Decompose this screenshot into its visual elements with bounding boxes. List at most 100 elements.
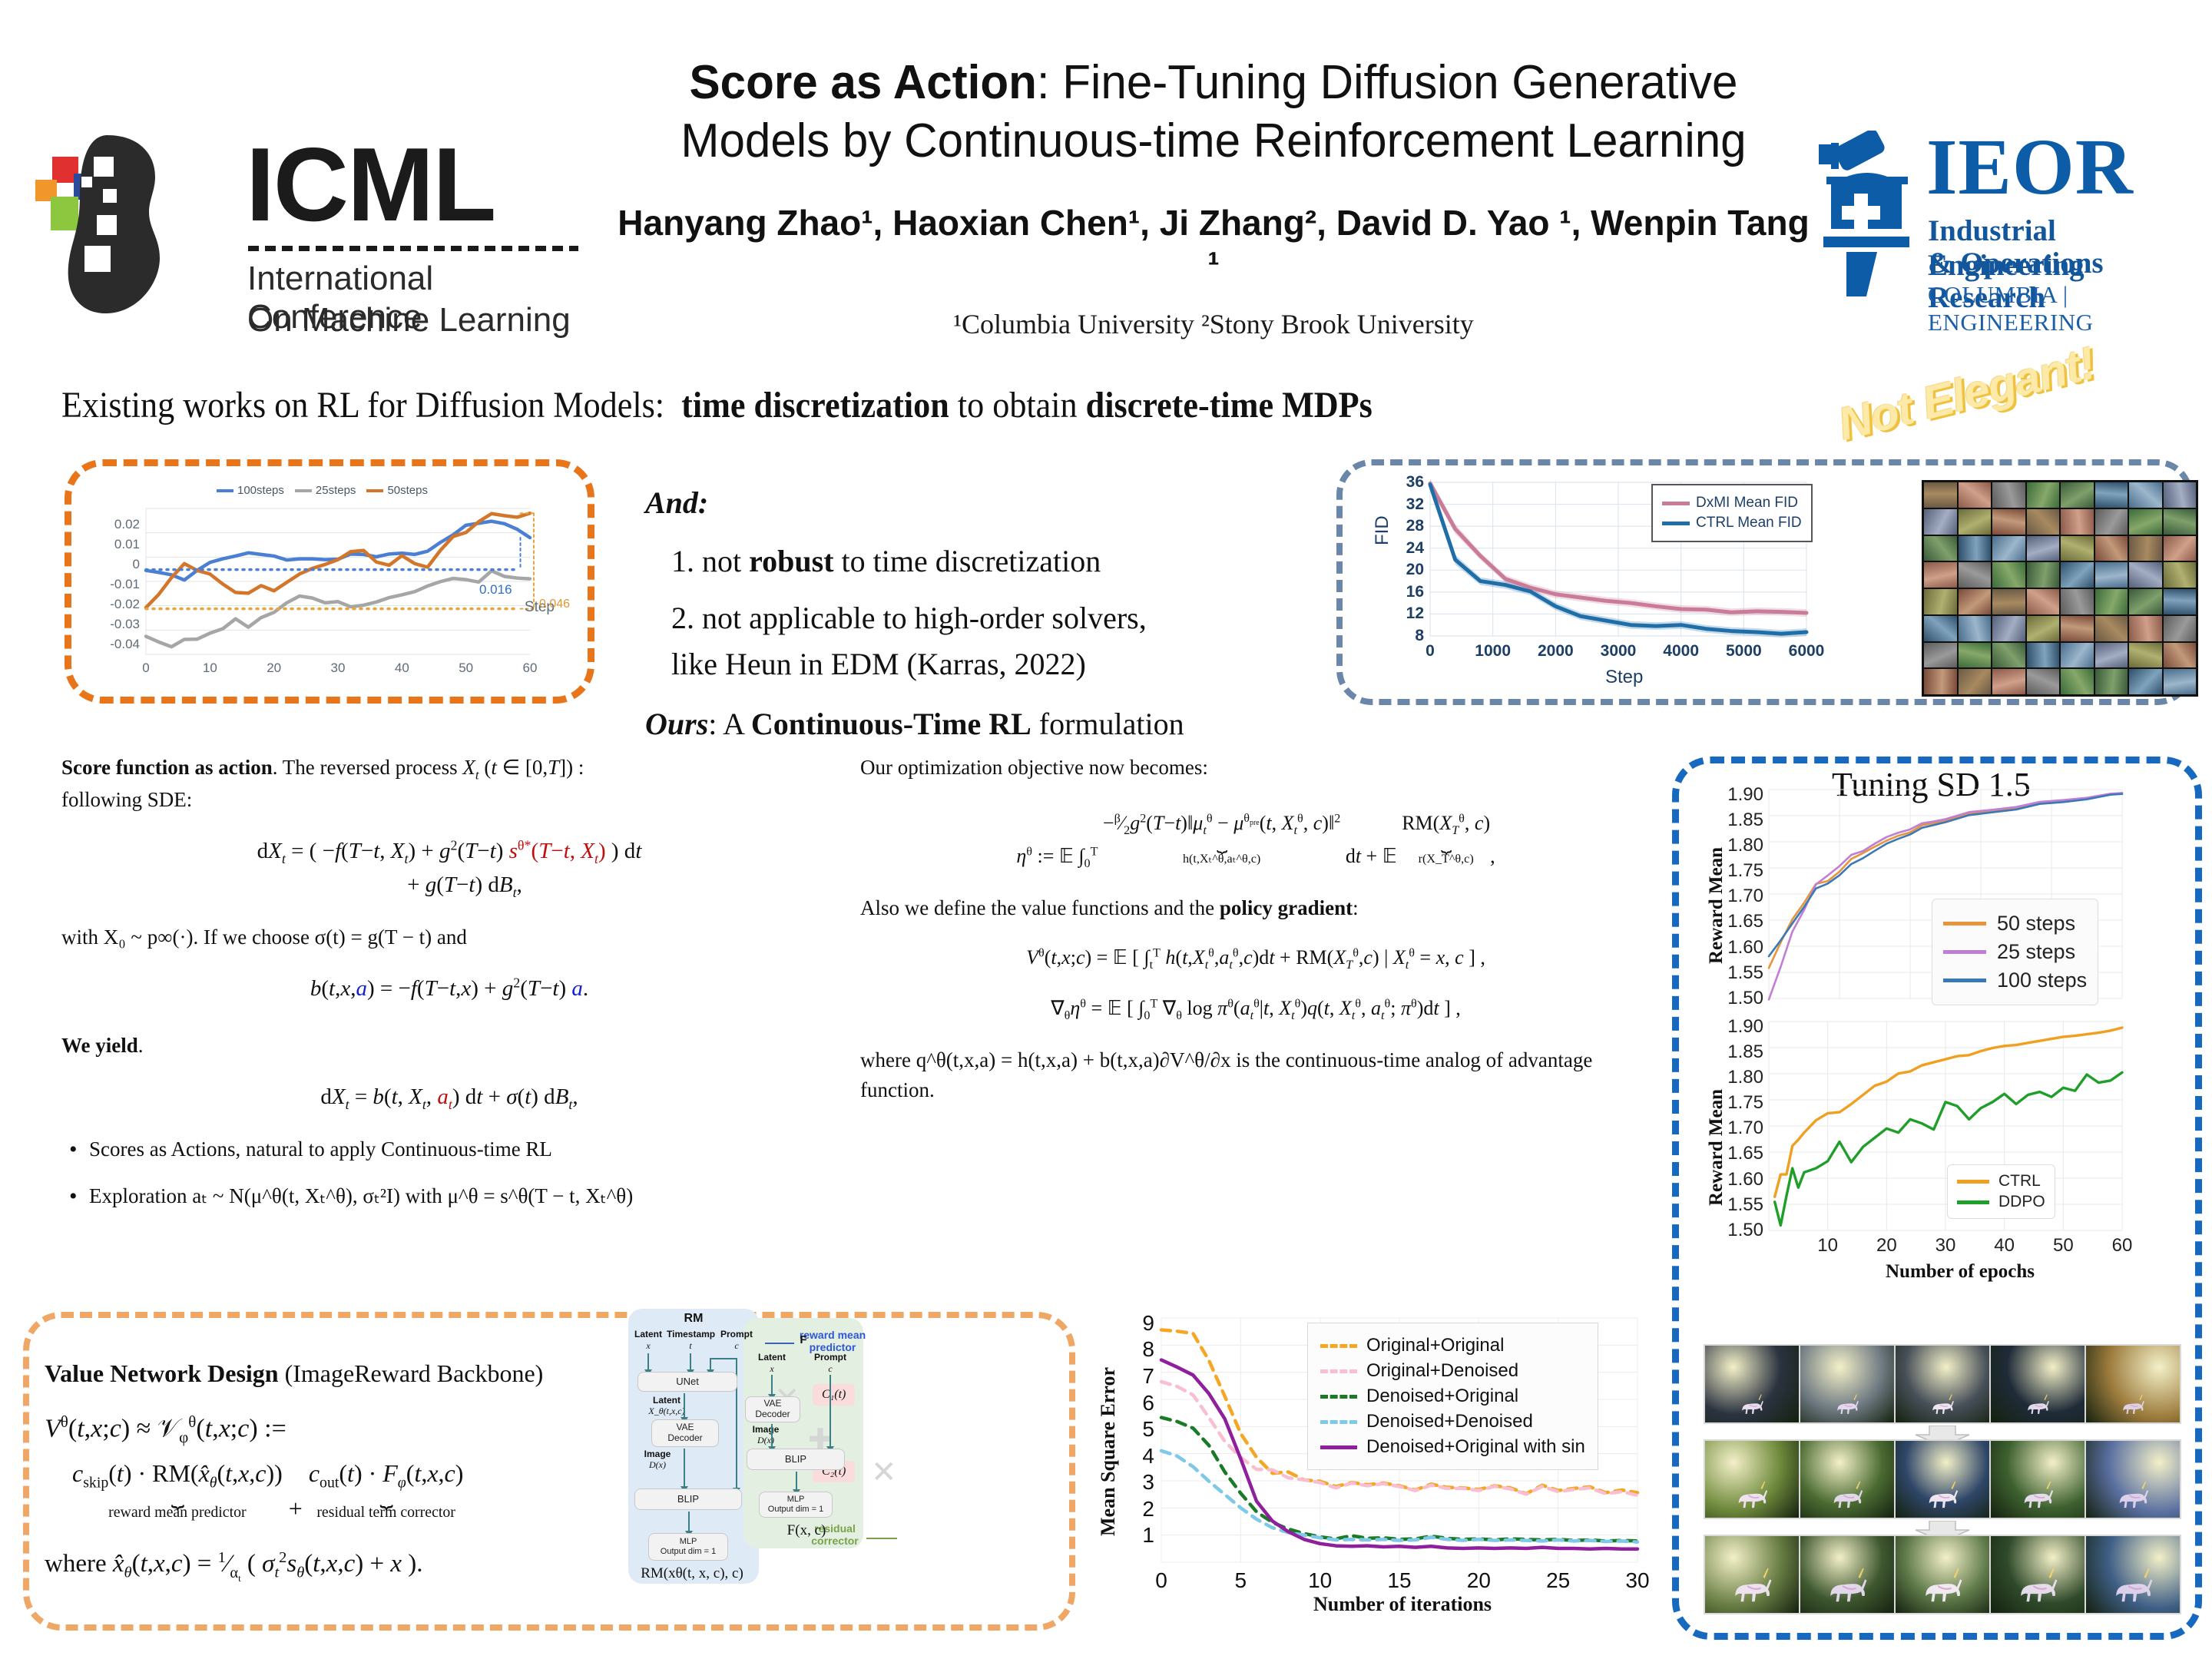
vnd-equation-3: where x̂θ(t,x,c) = 1⁄αt ( σt2sθ(t,x,c) +… (45, 1549, 423, 1584)
axis-tick: 1.65 (1727, 1143, 1763, 1164)
cifar-tile (2129, 535, 2162, 561)
legend-item-ddpo: DDPO (1957, 1193, 2045, 1211)
axis-tick: 1 (1142, 1523, 1154, 1548)
multiply-icon-2: ✕ (871, 1455, 897, 1489)
author-list: Hanyang Zhao¹, Haoxian Chen¹, Ji Zhang²,… (618, 203, 1810, 285)
cifar-tile (2094, 482, 2128, 508)
cifar-tile (1924, 589, 1957, 614)
cifar-tile (2163, 589, 2196, 614)
axis-tick: 8 (1415, 627, 1424, 644)
unicorn-image (1800, 1346, 1894, 1422)
legend-label-25steps: 25steps (315, 484, 356, 497)
vnd-heading-rest: (ImageReward Backbone) (278, 1359, 544, 1387)
legend-label-do: Denoised+Original (1366, 1386, 1519, 1406)
value-functions-lead-bold: policy gradient (1219, 896, 1353, 919)
legend-item-ctrl-b: CTRL (1957, 1172, 2045, 1190)
cifar-tile (1958, 589, 1991, 614)
axis-tick: 0 (142, 661, 150, 675)
rm-title: RM (684, 1312, 704, 1325)
cifar-tile (2163, 562, 2196, 588)
unicorn-image (1991, 1346, 2085, 1422)
banner-bold-1: time discretization (681, 385, 949, 426)
axis-tick: 28 (1406, 517, 1424, 535)
axis-tick: 1.70 (1727, 1118, 1763, 1139)
axis-tick: -0.02 (110, 596, 140, 611)
legend-item-25steps-b: 25 steps (1943, 940, 2087, 964)
axis-tick: 1.50 (1727, 1220, 1763, 1240)
cifar-tile (1958, 562, 1991, 588)
cifar-tile (1992, 482, 2025, 508)
cifar-tile (1958, 508, 1991, 535)
tuning-sd-title: Tuning SD 1.5 (1832, 766, 2031, 803)
page-title: Score as Action: Fine-Tuning Diffusion G… (632, 54, 1794, 170)
cifar-tile (1992, 642, 2025, 668)
chart-mse-legend: Original+Original Original+Denoised Deno… (1307, 1323, 1598, 1470)
cifar-tile (2061, 562, 2094, 588)
cifar-sample-grid (1922, 480, 2198, 697)
rm-image-label: Image (644, 1449, 671, 1459)
equation-policy-gradient: ∇θηθ = 𝔼 [ ∫0T ∇θ log πθ(atθ|t, Xtθ)q(t,… (1051, 997, 1461, 1023)
unicorn-image (1705, 1346, 1799, 1422)
ieor-logo: IEOR Industrial Engineering & Operations… (1819, 127, 2203, 336)
unicorn-image (1896, 1441, 1989, 1518)
axis-tick: 1.60 (1727, 936, 1763, 958)
rm-input-latent-var: x (646, 1340, 651, 1351)
cifar-tile (1924, 508, 1957, 535)
cifar-tile (1924, 669, 1957, 694)
legend-label-50steps: 50steps (387, 484, 428, 497)
ieor-line-3: COLUMBIA | ENGINEERING (1928, 281, 2094, 336)
ours-lead: Ours (645, 707, 709, 741)
we-yield-heading: We yield. (61, 1033, 144, 1057)
axis-tick: 2000 (1537, 642, 1574, 660)
banner-bold-2: discrete-time MDPs (1085, 385, 1373, 426)
icml-brain-icon (35, 135, 160, 313)
rm-box-mlp-line1: MLP (679, 1537, 697, 1547)
icml-subtitle-1: International Conference (247, 260, 434, 336)
cifar-tile (1924, 482, 1957, 508)
axis-tick: 1.90 (1727, 783, 1763, 805)
chart-mse-ylabel: Mean Square Error (1097, 1366, 1119, 1536)
cifar-tile (2163, 482, 2196, 508)
icml-subtitle-2: On Machine Learning (247, 301, 571, 339)
icml-divider (248, 246, 578, 251)
legend-label-100steps: 100steps (237, 484, 284, 497)
ours-bold: Continuous-Time RL (750, 707, 1031, 741)
axis-tick: 10 (202, 661, 217, 675)
cifar-tile (1992, 589, 2025, 614)
objective-h-brace-label: h(t,Xₜ^θ,aₜ^θ,c) (1182, 853, 1261, 866)
rm-box-blip: BLIP (634, 1488, 742, 1510)
f-image-var: D(x) (757, 1435, 774, 1445)
cifar-tile (2094, 615, 2128, 641)
vnd-brace-right-label: residual term corrector (316, 1504, 455, 1522)
cifar-tile (2163, 669, 2196, 694)
objective-r-brace: RM(XTθ, c) ⏟ r(X_T^θ,c) (1402, 809, 1490, 868)
value-functions-lead: Also we define the value functions and t… (860, 893, 1651, 923)
cifar-tile (2094, 562, 2128, 588)
rm-box-vae-line1: VAE (676, 1422, 694, 1433)
cifar-tile (1924, 615, 1957, 641)
left-bullet-list: Scores as Actions, natural to apply Cont… (61, 1133, 837, 1214)
chart-mse-xlabel: Number of iterations (1313, 1593, 1492, 1615)
unicorn-row (1704, 1344, 2181, 1424)
cifar-tile (2094, 508, 2128, 535)
axis-tick: 40 (394, 661, 409, 675)
chart-steps-plot-area: 0.02 0.01 0 -0.01 -0.02 -0.03 -0.04 0 10 20 30 40 50… (110, 508, 537, 675)
cifar-tile (2026, 508, 2059, 535)
vnd-heading-line: Value Network Design (ImageReward Backbo… (45, 1359, 613, 1388)
chart-rme-ylabel: Reward Mean (1706, 1088, 1727, 1206)
axis-tick: 5 (1142, 1417, 1154, 1442)
rm-input-prompt-var: c (734, 1340, 739, 1351)
axis-tick: 6 (1142, 1390, 1154, 1415)
rm-box-vae-line2: Decoder (667, 1432, 703, 1443)
legend-item-do: Denoised+Original (1320, 1386, 1585, 1407)
legend-item-dd: Denoised+Denoised (1320, 1411, 1585, 1432)
cifar-tile (2163, 615, 2196, 641)
axis-tick: 3 (1142, 1470, 1154, 1495)
ours-tail: formulation (1031, 707, 1184, 741)
chart-reward-mean-epochs: Reward Mean 1.90 1.85 1.80 1.75 1.70 1.65 1.60… (1694, 1014, 2185, 1282)
unicorn-image (1705, 1441, 1799, 1518)
chart-mse: Mean Square Error 9 8 7 6 5 4 3 2 1 0 5 10 15 20 25 30 … (1091, 1306, 1674, 1628)
axis-tick: 15 (1387, 1568, 1412, 1592)
unicorn-image (2086, 1536, 2180, 1613)
